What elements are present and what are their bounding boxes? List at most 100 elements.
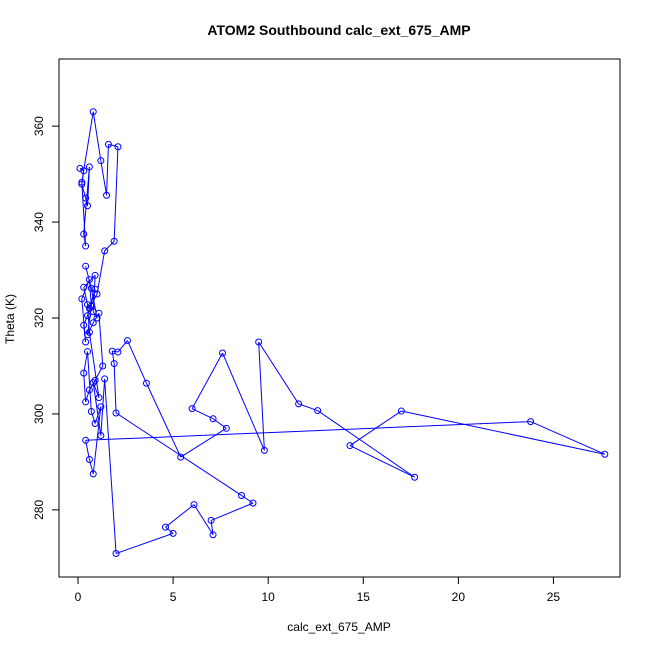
data-point: [80, 167, 88, 175]
data-point: [80, 369, 88, 377]
series-segment: [146, 383, 182, 458]
series-segment: [113, 363, 117, 413]
data-point: [346, 442, 354, 450]
series-segment: [165, 504, 195, 528]
series-segment: [87, 322, 94, 336]
data-point: [84, 301, 92, 309]
data-point: [80, 230, 88, 238]
data-point: [601, 450, 609, 458]
data-point: [207, 516, 215, 524]
data-point: [84, 348, 92, 356]
series-segment: [115, 532, 174, 554]
data-point: [99, 362, 107, 370]
data-point: [260, 446, 268, 454]
data-point: [82, 194, 90, 202]
series-segment: [87, 351, 92, 412]
series-segment: [258, 341, 265, 451]
data-point: [209, 531, 217, 539]
data-point: [411, 473, 419, 481]
series-segment: [100, 378, 106, 436]
data-point: [78, 295, 86, 303]
data-point: [108, 347, 116, 355]
data-point: [82, 436, 90, 444]
y-axis: 280 300 320 340 360: [32, 116, 60, 520]
series-segment: [113, 146, 119, 242]
series-segment: [90, 411, 96, 424]
data-point: [169, 529, 177, 537]
x-tick-label: 0: [75, 590, 82, 604]
data-point: [177, 453, 185, 461]
series-segment: [180, 427, 227, 458]
chart-title: ATOM2 Southbound calc_ext_675_AMP: [207, 22, 470, 38]
series-segment: [85, 421, 531, 441]
series-segment: [349, 410, 402, 446]
series-segment: [191, 352, 223, 409]
series-segment: [401, 410, 605, 455]
data-point: [85, 455, 93, 463]
data-point: [91, 285, 99, 293]
series-segment: [111, 351, 115, 364]
data-point: [101, 247, 109, 255]
series-segment: [349, 445, 415, 478]
data-point: [82, 398, 90, 406]
data-point: [123, 337, 131, 345]
data-point: [87, 408, 95, 416]
series-segment: [222, 352, 265, 451]
data-point: [238, 491, 246, 499]
x-axis: 0 5 10 15 20 25: [75, 576, 561, 604]
data-point: [89, 470, 97, 478]
series-segment: [165, 526, 174, 534]
x-tick-label: 25: [547, 590, 561, 604]
series-segment: [100, 160, 108, 196]
series-segment: [98, 313, 104, 366]
data-point: [76, 164, 84, 172]
data-point: [89, 108, 97, 116]
data-point: [82, 242, 90, 250]
series-segment: [83, 351, 89, 374]
series-segment: [241, 495, 254, 504]
data-point: [314, 407, 322, 415]
series-segment: [106, 144, 109, 196]
x-tick-label: 20: [452, 590, 466, 604]
data-point: [527, 418, 535, 426]
data-point: [85, 328, 93, 336]
x-tick-label: 15: [357, 590, 371, 604]
data-point: [78, 178, 86, 186]
data-point: [114, 143, 122, 151]
series-segment: [258, 341, 300, 405]
data-point: [397, 407, 405, 415]
data-point: [82, 262, 90, 270]
data-point: [222, 424, 230, 432]
x-axis-label: calc_ext_675_AMP: [287, 620, 390, 634]
data-point: [87, 284, 95, 292]
data-point: [85, 386, 93, 394]
data-point: [85, 163, 93, 171]
series-segment: [210, 520, 214, 535]
series-segment: [85, 389, 90, 403]
series-segment: [96, 250, 106, 295]
series-segment: [317, 410, 415, 478]
data-point: [188, 405, 196, 413]
data-point: [82, 338, 90, 346]
data-point: [93, 290, 101, 298]
x-tick-label: 10: [262, 590, 276, 604]
data-point: [209, 415, 217, 423]
series-segment: [117, 340, 128, 353]
y-tick-label: 280: [32, 500, 46, 520]
data-point: [89, 319, 97, 327]
data-point: [249, 499, 257, 507]
y-axis-label: Theta (K): [3, 294, 17, 344]
y-tick-label: 300: [32, 404, 46, 424]
series-segment: [88, 332, 100, 398]
data-point: [112, 409, 120, 417]
data-point: [101, 375, 109, 383]
data-point: [78, 180, 86, 188]
series-segment: [193, 504, 214, 536]
series-segment: [81, 182, 87, 247]
x-tick-label: 5: [170, 590, 177, 604]
series-segment: [79, 167, 84, 172]
data-point: [95, 394, 103, 402]
series-segment: [104, 378, 117, 554]
